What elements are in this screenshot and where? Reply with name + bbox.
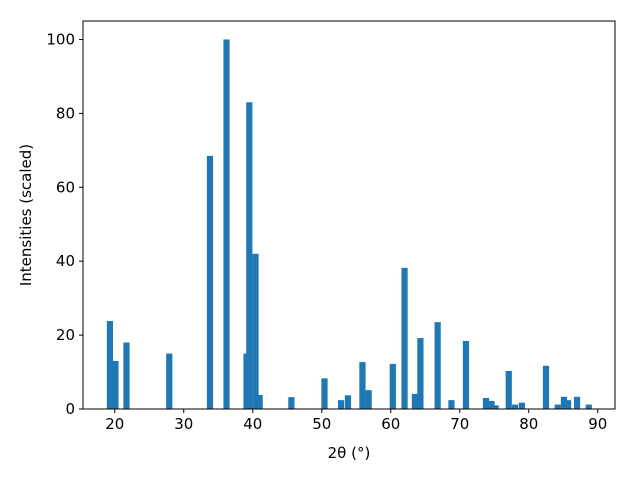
x-tick-label: 50 xyxy=(312,415,331,433)
x-tick-label: 60 xyxy=(381,415,400,433)
bar xyxy=(288,397,295,409)
bar xyxy=(554,404,561,409)
x-tick-label: 20 xyxy=(105,415,124,433)
bar xyxy=(401,267,408,409)
x-tick-label: 40 xyxy=(243,415,262,433)
x-axis-label: 2θ (°) xyxy=(328,444,371,462)
bar xyxy=(252,253,259,409)
bar xyxy=(505,370,512,409)
bar xyxy=(321,378,328,409)
bar xyxy=(223,39,230,409)
bar xyxy=(488,400,495,409)
bar xyxy=(256,394,263,409)
bar xyxy=(511,404,519,409)
bar xyxy=(359,362,366,409)
bar xyxy=(365,390,372,409)
y-tick-label: 0 xyxy=(65,400,75,418)
bar xyxy=(542,365,550,409)
bar xyxy=(573,396,581,409)
y-tick-label: 40 xyxy=(56,252,75,270)
bar xyxy=(337,400,345,409)
bar xyxy=(166,353,173,409)
bar xyxy=(448,400,455,409)
plot-frame xyxy=(82,20,616,410)
bar xyxy=(492,405,499,409)
y-tick-label: 20 xyxy=(56,326,75,344)
y-tick-label: 100 xyxy=(46,30,75,48)
bar xyxy=(585,404,592,409)
bar xyxy=(246,102,253,410)
x-tick-label: 80 xyxy=(519,415,538,433)
bar xyxy=(106,321,114,409)
y-tick-label: 60 xyxy=(56,178,75,196)
bar xyxy=(206,155,214,409)
bar xyxy=(112,360,119,409)
bar xyxy=(564,400,572,409)
bar xyxy=(123,342,130,409)
y-axis-label: Intensities (scaled) xyxy=(17,144,35,286)
bar xyxy=(560,396,568,409)
bar xyxy=(389,363,396,409)
bar xyxy=(434,322,441,409)
bar xyxy=(518,402,525,409)
bar xyxy=(462,341,470,409)
bar xyxy=(344,395,352,409)
x-tick-label: 70 xyxy=(450,415,469,433)
y-tick-label: 80 xyxy=(56,104,75,122)
x-tick-label: 30 xyxy=(174,415,193,433)
bar xyxy=(417,338,424,409)
bar xyxy=(411,393,419,409)
x-tick-label: 90 xyxy=(588,415,607,433)
bar xyxy=(482,397,490,409)
